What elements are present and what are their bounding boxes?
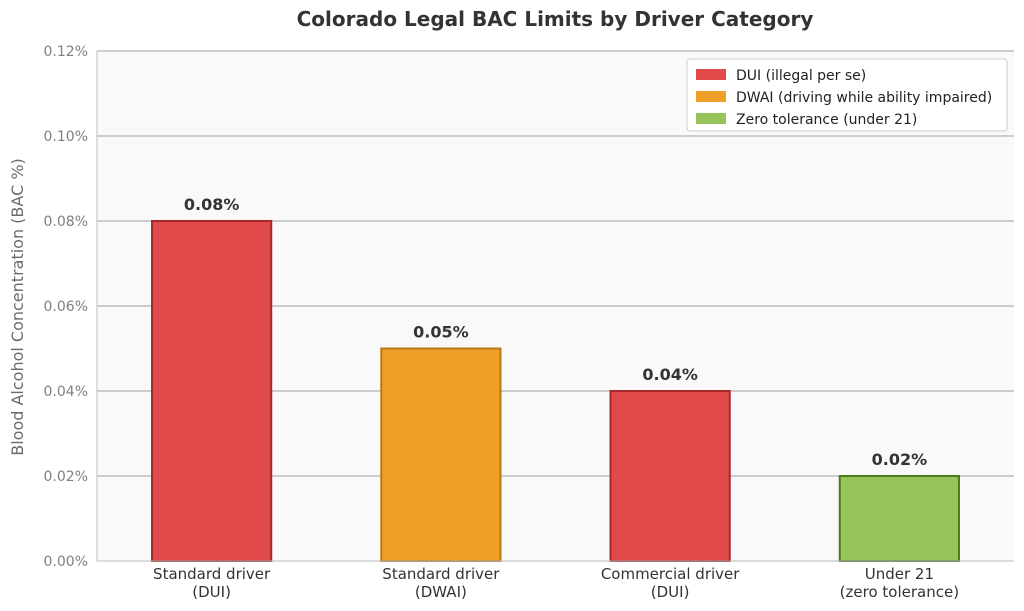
- y-tick-label: 0.02%: [44, 469, 88, 485]
- bar: [151, 220, 273, 562]
- legend-box: [686, 58, 1008, 132]
- x-tick-label: Standard driver (DWAI): [382, 565, 500, 601]
- legend-label: DUI (illegal per se): [736, 68, 866, 84]
- bar: [380, 347, 502, 562]
- legend-label: Zero tolerance (under 21): [736, 112, 917, 128]
- x-tick-line: Standard driver: [382, 565, 500, 583]
- legend-swatch: [696, 113, 726, 124]
- x-tick-line: (DUI): [651, 583, 690, 601]
- y-axis-label: Blood Alcohol Concentration (BAC %): [8, 158, 27, 456]
- x-axis-ticks: Standard driver (DUI)Standard driver (DWAI…: [153, 565, 959, 601]
- x-tick-line: Standard driver: [153, 565, 271, 583]
- y-tick-label: 0.10%: [44, 129, 88, 145]
- data-label: 0.04%: [642, 365, 698, 384]
- bars: [151, 220, 960, 562]
- x-tick-label: Commercial driver (DUI): [601, 565, 740, 601]
- legend-swatch: [696, 69, 726, 80]
- x-tick-line: Under 21: [865, 565, 934, 583]
- y-tick-label: 0.06%: [44, 299, 88, 315]
- data-label: 0.08%: [184, 195, 240, 214]
- y-tick-label: 0.04%: [44, 384, 88, 400]
- data-label: 0.02%: [872, 450, 928, 469]
- x-tick-line: (DWAI): [415, 583, 467, 601]
- y-axis-ticks: 0.00% 0.02% 0.04% 0.06% 0.08% 0.10% 0.12%: [44, 44, 88, 570]
- x-tick-line: Commercial driver: [601, 565, 740, 583]
- y-tick-label: 0.00%: [44, 554, 88, 570]
- legend-swatch: [696, 91, 726, 102]
- chart-title: Colorado Legal BAC Limits by Driver Cate…: [297, 7, 814, 31]
- x-tick-line: (DUI): [192, 583, 231, 601]
- bar: [609, 390, 731, 562]
- data-labels: 0.08% 0.05% 0.04% 0.02%: [184, 195, 927, 469]
- y-tick-label: 0.12%: [44, 44, 88, 60]
- legend-label: DWAI (driving while ability impaired): [736, 90, 992, 106]
- data-label: 0.05%: [413, 323, 469, 342]
- legend: DUI (illegal per se) DWAI (driving while …: [686, 58, 1008, 132]
- x-tick-label: Under 21 (zero tolerance): [840, 565, 959, 601]
- y-tick-label: 0.08%: [44, 214, 88, 230]
- bar: [838, 475, 960, 562]
- x-tick-label: Standard driver (DUI): [153, 565, 271, 601]
- x-tick-line: (zero tolerance): [840, 583, 959, 601]
